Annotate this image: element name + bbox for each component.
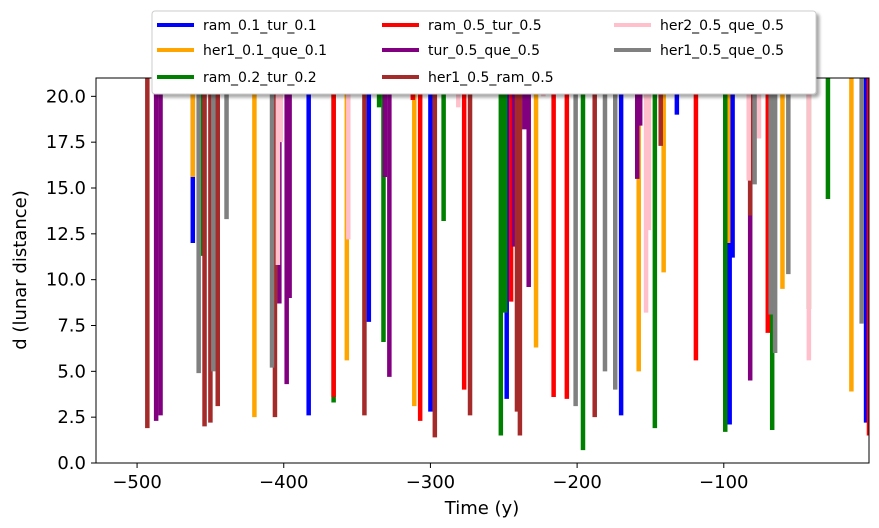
legend-label: her1_0.1_que_0.1 <box>203 43 327 59</box>
y-tick-label: 10.0 <box>46 270 86 291</box>
legend-box <box>151 10 817 95</box>
x-tick-label: −200 <box>552 472 601 493</box>
legend-item: her1_0.1_que_0.1 <box>157 43 327 59</box>
legend-label: her1_0.5_ram_0.5 <box>428 70 554 86</box>
legend-label: her1_0.5_que_0.5 <box>660 43 784 59</box>
legend-item: tur_0.5_que_0.5 <box>382 43 540 59</box>
legend-item: her2_0.5_que_0.5 <box>614 18 784 34</box>
series-layer <box>145 78 869 451</box>
series-ram_0.1_tur_0.1 <box>190 78 869 425</box>
legend-label: her2_0.5_que_0.5 <box>660 18 784 34</box>
y-tick-label: 17.5 <box>46 132 86 153</box>
legend-item: her1_0.5_ram_0.5 <box>382 70 554 86</box>
legend-label: ram_0.1_tur_0.1 <box>203 18 317 34</box>
legend-item: ram_0.5_tur_0.5 <box>382 18 542 34</box>
x-tick-label: −100 <box>699 472 748 493</box>
y-tick-label: 15.0 <box>46 178 86 199</box>
y-tick-label: 12.5 <box>46 224 86 245</box>
series-her1_0.5_que_0.5 <box>196 78 864 407</box>
y-tick-label: 2.5 <box>57 407 86 428</box>
legend-item: her1_0.5_que_0.5 <box>614 43 784 59</box>
y-tick-label: 20.0 <box>46 86 86 107</box>
x-axis: −500 −400 −300 −200 −100 <box>112 463 749 493</box>
y-axis-label: d (lunar distance) <box>10 190 31 349</box>
legend-item: ram_0.2_tur_0.2 <box>157 70 317 86</box>
legend: ram_0.1_tur_0.1 her1_0.1_que_0.1 ram_0.2_t… <box>151 10 817 95</box>
x-tick-label: −300 <box>406 472 455 493</box>
x-tick-label: −500 <box>112 472 161 493</box>
x-tick-label: −400 <box>259 472 308 493</box>
legend-label: tur_0.5_que_0.5 <box>428 43 540 59</box>
y-tick-label: 5.0 <box>57 361 86 382</box>
y-tick-label: 0.0 <box>57 453 86 474</box>
legend-label: ram_0.5_tur_0.5 <box>428 18 542 34</box>
y-tick-label: 7.5 <box>57 316 86 337</box>
series-her1_0.5_ram_0.5 <box>145 78 753 438</box>
y-axis: 0.0 2.5 5.0 7.5 10.0 12.5 15.0 17.5 20.0 <box>46 86 96 474</box>
legend-label: ram_0.2_tur_0.2 <box>203 70 317 86</box>
legend-item: ram_0.1_tur_0.1 <box>157 18 317 34</box>
x-axis-label: Time (y) <box>444 498 519 519</box>
